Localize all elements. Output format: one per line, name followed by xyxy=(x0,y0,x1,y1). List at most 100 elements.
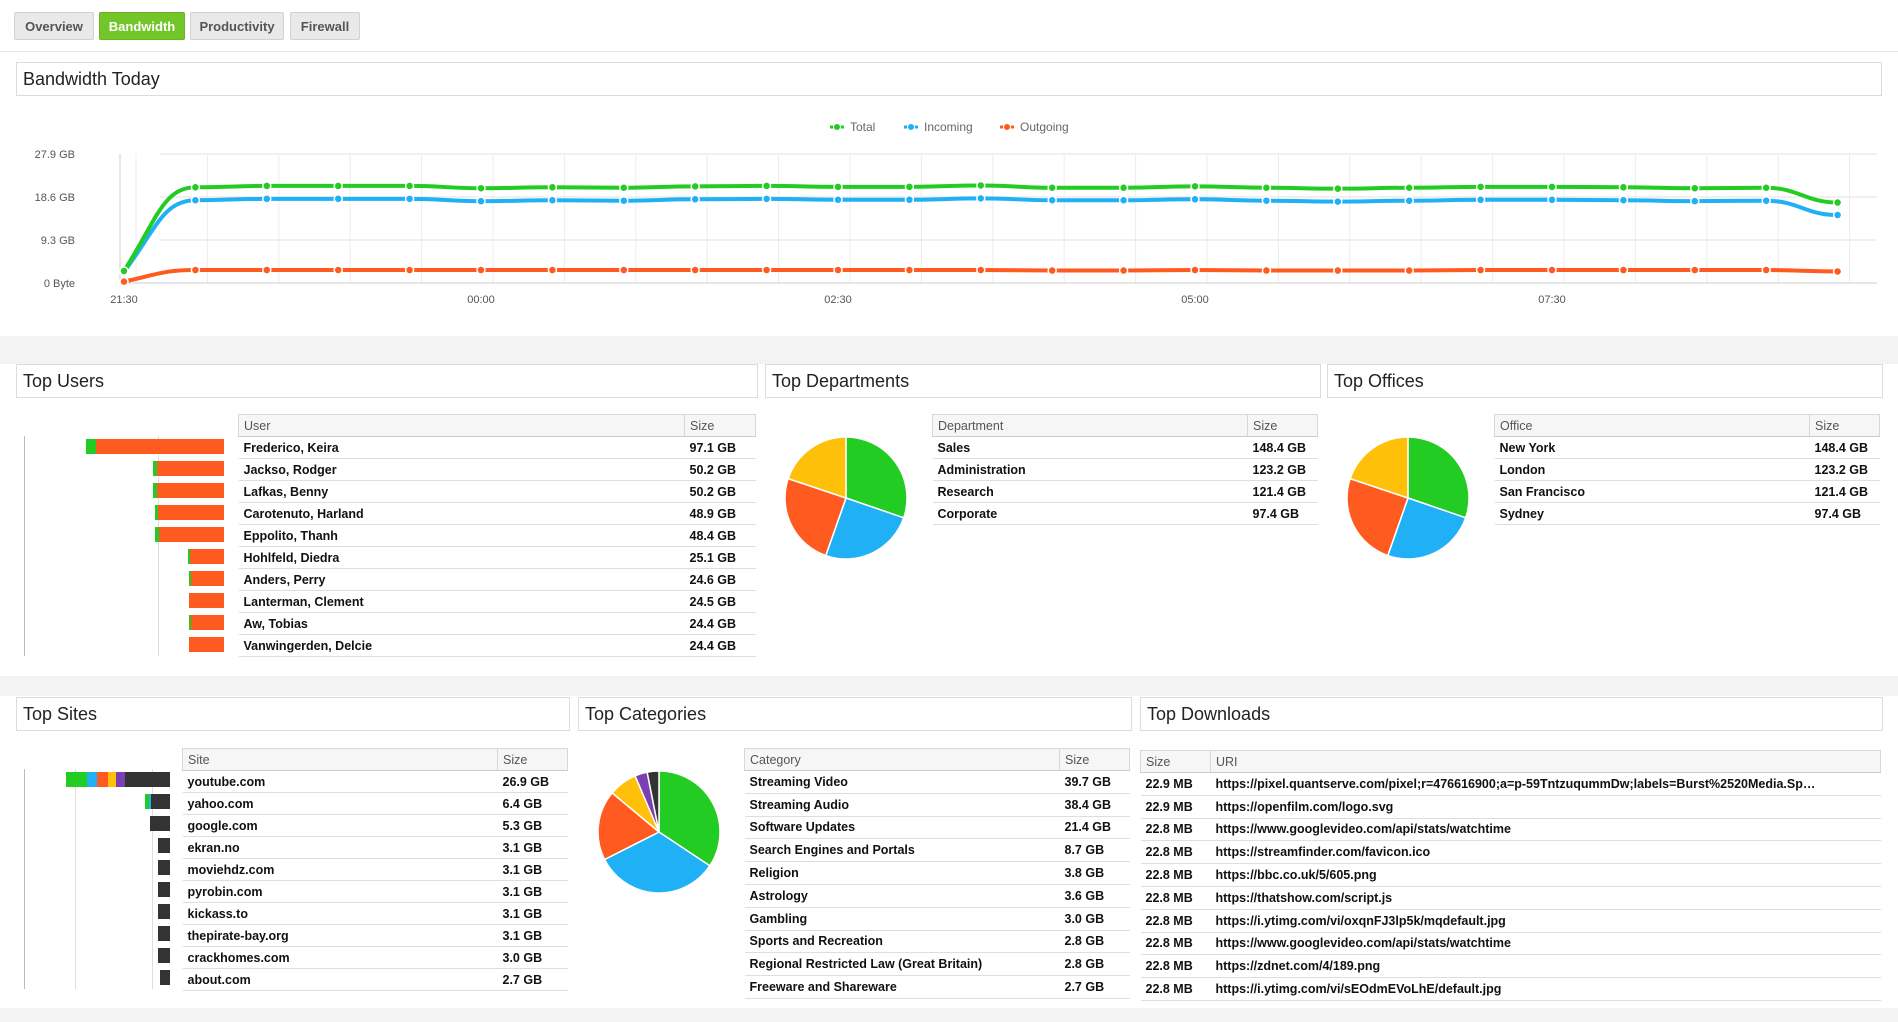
table-row[interactable]: 22.8 MB https://bbc.co.uk/5/605.png xyxy=(1140,863,1881,887)
table-row[interactable]: Sydney 97.4 GB xyxy=(1494,502,1880,525)
table-row[interactable]: Anders, Perry 24.6 GB xyxy=(238,568,756,591)
table-row[interactable]: Research 121.4 GB xyxy=(932,480,1318,503)
data-point[interactable] xyxy=(1404,265,1414,276)
data-point[interactable] xyxy=(333,181,343,191)
tab-overview[interactable]: Overview xyxy=(14,12,94,40)
table-row[interactable]: moviehdz.com 3.1 GB xyxy=(182,858,568,881)
data-point[interactable] xyxy=(619,195,629,206)
data-point[interactable] xyxy=(476,265,486,275)
data-point[interactable] xyxy=(1690,265,1700,275)
data-point[interactable] xyxy=(1118,183,1129,193)
table-row[interactable]: Lafkas, Benny 50.2 GB xyxy=(238,480,756,503)
table-row[interactable]: ekran.no 3.1 GB xyxy=(182,836,568,859)
data-point[interactable] xyxy=(119,276,129,287)
table-row[interactable]: London 123.2 GB xyxy=(1494,458,1880,481)
legend-item[interactable]: Incoming xyxy=(904,120,973,134)
data-point[interactable] xyxy=(1761,195,1771,206)
bar[interactable] xyxy=(158,860,170,875)
data-point[interactable] xyxy=(1047,265,1057,276)
data-point[interactable] xyxy=(1832,197,1843,208)
data-point[interactable] xyxy=(190,265,201,275)
table-row[interactable]: Sales 148.4 GB xyxy=(932,436,1318,459)
pie-slice[interactable] xyxy=(845,436,908,519)
data-point[interactable] xyxy=(476,183,486,193)
data-point[interactable] xyxy=(1475,195,1486,205)
bar[interactable] xyxy=(152,461,224,476)
table-row[interactable]: Streaming Video 39.7 GB xyxy=(744,770,1130,794)
pie-slice[interactable] xyxy=(1386,497,1467,560)
table-row[interactable]: 22.8 MB https://thatshow.com/script.js xyxy=(1140,886,1881,910)
table-row[interactable]: google.com 5.3 GB xyxy=(182,814,568,837)
data-point[interactable] xyxy=(761,265,772,275)
bar[interactable] xyxy=(158,926,170,941)
data-point[interactable] xyxy=(1404,195,1414,206)
data-point[interactable] xyxy=(1547,182,1557,192)
table-row[interactable]: San Francisco 121.4 GB xyxy=(1494,480,1880,503)
table-row[interactable]: Jackso, Rodger 50.2 GB xyxy=(238,458,756,481)
pie-slice[interactable] xyxy=(603,831,711,894)
table-row[interactable]: Vanwingerden, Delcie 24.4 GB xyxy=(238,634,756,657)
data-point[interactable] xyxy=(904,265,915,275)
bar[interactable] xyxy=(149,816,170,831)
data-point[interactable] xyxy=(1261,195,1272,206)
data-point[interactable] xyxy=(1333,265,1343,276)
data-point[interactable] xyxy=(1832,210,1843,220)
bar[interactable] xyxy=(154,505,224,520)
bar[interactable] xyxy=(189,637,224,652)
table-row[interactable]: 22.9 MB https://openfilm.com/logo.svg xyxy=(1140,795,1881,819)
table-row[interactable]: Corporate 97.4 GB xyxy=(932,502,1318,525)
pie-slice[interactable] xyxy=(1349,436,1409,500)
data-point[interactable] xyxy=(404,181,415,191)
table-row[interactable]: Astrology 3.6 GB xyxy=(744,884,1130,908)
data-point[interactable] xyxy=(1047,183,1057,193)
data-point[interactable] xyxy=(761,181,772,191)
bar[interactable] xyxy=(188,549,224,564)
data-point[interactable] xyxy=(1047,195,1057,205)
data-point[interactable] xyxy=(333,194,343,204)
table-row[interactable]: Frederico, Keira 97.1 GB xyxy=(238,436,756,459)
data-point[interactable] xyxy=(1190,265,1200,275)
bar[interactable] xyxy=(152,483,224,498)
data-point[interactable] xyxy=(1475,182,1486,192)
data-point[interactable] xyxy=(904,195,915,205)
data-point[interactable] xyxy=(690,181,700,192)
data-point[interactable] xyxy=(333,265,343,275)
bar[interactable] xyxy=(159,970,170,985)
data-point[interactable] xyxy=(1333,196,1343,207)
pie-slice[interactable] xyxy=(784,477,847,557)
col-header-size[interactable]: Size xyxy=(497,748,568,771)
table-row[interactable]: Software Updates 21.4 GB xyxy=(744,816,1130,840)
col-header-site[interactable]: Site xyxy=(182,748,498,771)
table-row[interactable]: 22.8 MB https://i.ytimg.com/vi/sEOdmEVoLh… xyxy=(1140,977,1881,1001)
bar[interactable] xyxy=(189,571,224,586)
col-header-department[interactable]: Department xyxy=(932,414,1248,437)
data-point[interactable] xyxy=(1118,195,1129,205)
data-point[interactable] xyxy=(976,180,986,191)
data-point[interactable] xyxy=(547,265,558,275)
bar[interactable] xyxy=(189,615,224,630)
col-header-size[interactable]: Size xyxy=(1140,750,1211,773)
table-row[interactable]: thepirate-bay.org 3.1 GB xyxy=(182,924,568,947)
data-point[interactable] xyxy=(904,182,915,192)
data-point[interactable] xyxy=(262,194,272,204)
data-point[interactable] xyxy=(1404,183,1414,193)
data-point[interactable] xyxy=(761,194,772,204)
data-point[interactable] xyxy=(404,265,415,275)
tab-bandwidth[interactable]: Bandwidth xyxy=(99,12,185,40)
data-point[interactable] xyxy=(1261,265,1272,276)
legend-item[interactable]: Outgoing xyxy=(1000,120,1069,134)
table-row[interactable]: crackhomes.com 3.0 GB xyxy=(182,946,568,969)
data-point[interactable] xyxy=(1118,265,1129,276)
table-row[interactable]: 22.8 MB https://www.googlevideo.com/api/s… xyxy=(1140,818,1881,842)
bar[interactable] xyxy=(189,593,224,608)
table-row[interactable]: Regional Restricted Law (Great Britain) 2… xyxy=(744,952,1130,977)
data-point[interactable] xyxy=(1333,183,1343,194)
data-point[interactable] xyxy=(1761,183,1771,193)
bar[interactable] xyxy=(145,794,170,809)
data-point[interactable] xyxy=(1190,194,1200,205)
data-point[interactable] xyxy=(976,193,986,204)
bar[interactable] xyxy=(158,904,170,919)
data-point[interactable] xyxy=(1690,183,1700,193)
data-point[interactable] xyxy=(476,196,486,206)
data-point[interactable] xyxy=(1475,265,1486,275)
